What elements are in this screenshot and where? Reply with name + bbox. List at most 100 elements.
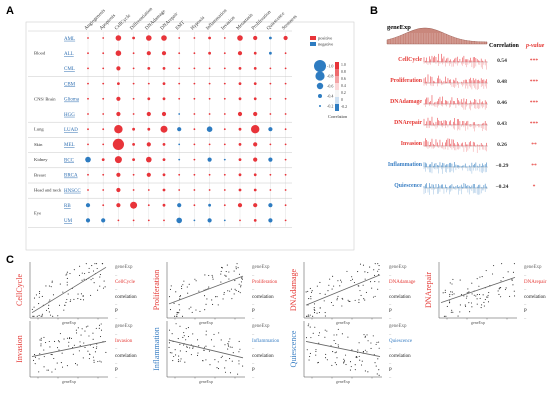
scatter-point	[221, 267, 223, 269]
scatter-legend-state: DNArepair	[524, 280, 547, 285]
scatter-legend-dash: –	[114, 374, 118, 379]
legend-scale-label: 0.4	[341, 84, 346, 88]
scatter-legend-p: P	[252, 309, 255, 314]
scatter-regression-line	[305, 341, 381, 357]
heatmap-dot	[208, 173, 211, 176]
scatter-point	[483, 305, 485, 307]
scatter-point	[69, 272, 71, 275]
heatmap-dot	[284, 97, 287, 100]
scatter-point	[360, 294, 362, 296]
scatter-legend-dash: –	[388, 345, 392, 350]
heatmap-dot	[178, 67, 181, 70]
scatter-point	[180, 285, 183, 287]
legend-scale-swatch	[335, 97, 339, 104]
scatter-point	[168, 329, 171, 331]
heatmap-cancer-link: RB	[64, 204, 71, 209]
scatter-point	[376, 373, 378, 375]
scatter-point	[33, 315, 35, 317]
scatter-state-axis-label: Inflammation	[152, 327, 161, 371]
scatter-point	[451, 291, 453, 293]
scatter-legend-gene: geneExp	[115, 324, 133, 329]
scatter-point	[102, 287, 105, 289]
scatter-state-axis-label: Invasion	[15, 335, 24, 363]
heatmap-dot	[237, 35, 243, 41]
heatmap-dot	[208, 113, 211, 115]
scatter-point	[78, 274, 81, 276]
heatmap-group-label: Kidney	[34, 157, 48, 162]
scatter-point	[326, 359, 328, 361]
scatter-point	[336, 357, 338, 359]
heatmap-dot	[130, 201, 138, 209]
heatmap-dot	[147, 219, 150, 222]
scatter-point	[175, 323, 177, 325]
heatmap-dot	[269, 97, 272, 100]
scatter-point	[482, 294, 484, 296]
scatter-point	[473, 294, 475, 296]
heatmap-dot	[238, 173, 242, 177]
scatter-point	[500, 280, 502, 282]
scatter-plot: CellCyclegeneExpgeneExp–CellCycle–correl…	[15, 262, 137, 325]
scatter-point	[179, 298, 181, 300]
scatter-point	[444, 291, 446, 293]
heatmap-cancer-link: BRCA	[64, 174, 78, 179]
scatter-point	[334, 362, 336, 364]
scatter-point	[77, 298, 79, 300]
heatmap-cancer-link: LUAD	[64, 128, 78, 133]
scatter-point	[33, 306, 35, 308]
scatter-legend-dash: –	[114, 286, 118, 291]
scatter-point	[314, 310, 316, 312]
scatter-point	[487, 301, 490, 303]
scatter-point	[203, 349, 205, 351]
scatter-point	[240, 284, 242, 286]
scatter-point	[231, 346, 233, 348]
scatter-legend-gene: geneExp	[252, 265, 270, 270]
scatter-point	[351, 276, 353, 278]
scatter-point	[312, 332, 314, 334]
scatter-legend-dash: –	[251, 286, 255, 291]
scatter-point	[465, 305, 467, 307]
legend-scale-label: 0.6	[341, 77, 346, 81]
legend-scale-label: 1.0	[341, 63, 346, 67]
scatter-legend-dash: –	[388, 286, 392, 291]
scatter-point	[173, 355, 175, 358]
scatter-point	[185, 328, 187, 330]
scatter-point	[350, 366, 352, 368]
scatter-point	[78, 350, 80, 352]
scatter-point	[211, 274, 213, 276]
heatmap-dot	[269, 143, 272, 146]
heatmap-cancer-link: UM	[64, 219, 73, 224]
heatmap-dot	[178, 52, 181, 55]
scatter-point	[74, 363, 77, 365]
heatmap-dot	[102, 113, 105, 115]
scatter-point	[491, 273, 494, 275]
scatter-point	[313, 307, 315, 309]
scatter-point	[179, 309, 181, 311]
scatter-point	[315, 354, 317, 356]
scatter-point	[99, 276, 101, 278]
barcode-pvalue: ***	[530, 79, 539, 85]
scatter-point	[363, 334, 365, 336]
scatter-point	[182, 284, 184, 286]
heatmap-cancer-link: HNSCC	[64, 189, 81, 194]
heatmap-dot	[207, 157, 212, 162]
scatter-point	[324, 315, 326, 317]
scatter-x-label: geneExp	[336, 320, 350, 325]
scatter-legend-dash: –	[388, 301, 392, 306]
heatmap-cancer-link: HGG	[64, 113, 75, 118]
scatter-point	[238, 351, 240, 353]
scatter-point	[192, 346, 194, 348]
heatmap-dot	[193, 189, 196, 191]
scatter-x-label: geneExp	[62, 320, 76, 325]
legend-size-label: -1.0	[327, 64, 333, 69]
heatmap-dot	[208, 143, 211, 146]
heatmap-cancer-link: CML	[64, 67, 75, 72]
scatter-point	[241, 277, 243, 279]
scatter-legend-dash: –	[388, 315, 392, 320]
scatter-point	[35, 294, 37, 296]
scatter-point	[316, 285, 318, 287]
heatmap-dot	[206, 126, 213, 132]
scatter-point	[373, 274, 376, 276]
scatter-point	[217, 368, 220, 370]
scatter-regression-line	[168, 275, 244, 305]
heatmap-dot	[85, 203, 91, 208]
